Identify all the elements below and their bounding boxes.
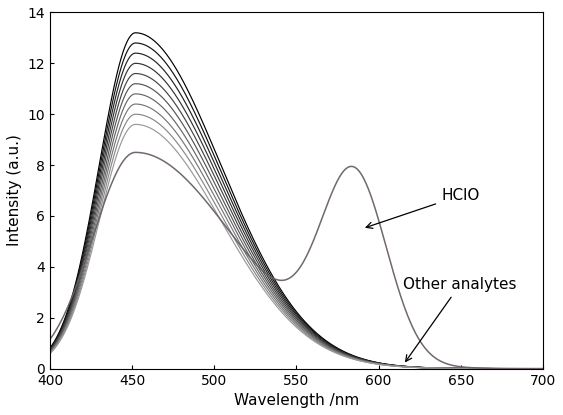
Y-axis label: Intensity (a.u.): Intensity (a.u.) (7, 134, 22, 247)
Text: HClO: HClO (366, 188, 480, 228)
X-axis label: Wavelength /nm: Wavelength /nm (234, 393, 359, 408)
Text: Other analytes: Other analytes (403, 277, 517, 361)
